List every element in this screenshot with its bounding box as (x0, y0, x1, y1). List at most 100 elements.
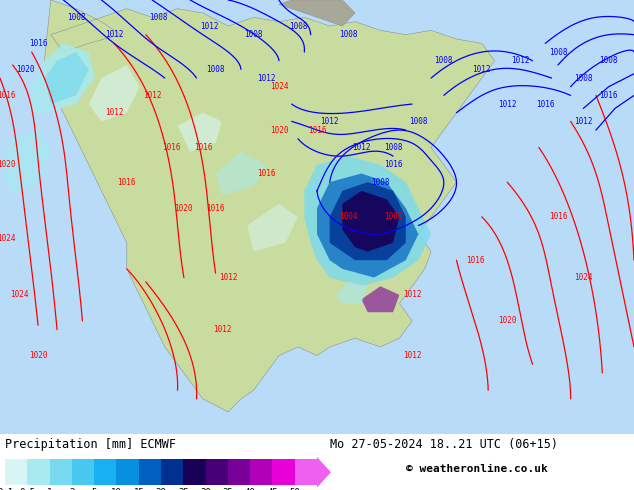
Text: 1012: 1012 (105, 30, 124, 39)
Text: 1016: 1016 (384, 160, 403, 169)
Polygon shape (336, 282, 368, 304)
Text: 1008: 1008 (206, 65, 225, 74)
Text: 1012: 1012 (403, 291, 422, 299)
Bar (117, 459, 139, 486)
Polygon shape (44, 0, 495, 412)
Text: 25: 25 (178, 489, 189, 490)
Bar (139, 459, 161, 486)
Text: 1016: 1016 (206, 204, 225, 213)
Text: 1016: 1016 (599, 91, 618, 100)
Text: 1012: 1012 (257, 74, 276, 82)
Text: 1020: 1020 (16, 65, 35, 74)
Text: 1012: 1012 (352, 143, 371, 152)
Bar (72, 459, 94, 486)
Bar (49, 459, 72, 486)
Text: 1012: 1012 (498, 99, 517, 109)
Text: 1024: 1024 (269, 82, 288, 91)
Text: 10: 10 (111, 489, 122, 490)
Text: 1008: 1008 (548, 48, 567, 56)
Text: 1012: 1012 (143, 91, 162, 100)
Bar (250, 459, 273, 486)
Text: 1016: 1016 (193, 143, 212, 152)
Text: 1012: 1012 (472, 65, 491, 74)
Text: 1012: 1012 (212, 325, 231, 334)
Polygon shape (32, 44, 95, 113)
Bar (27, 459, 49, 486)
Text: 1024: 1024 (574, 273, 593, 282)
Text: 1008: 1008 (599, 56, 618, 65)
Text: 1004: 1004 (339, 212, 358, 221)
Text: 1020: 1020 (0, 160, 16, 169)
Bar (94, 459, 117, 486)
Bar (5, 459, 27, 486)
Text: 1008: 1008 (409, 117, 428, 126)
Text: 35: 35 (223, 489, 233, 490)
Bar (228, 459, 250, 486)
Text: 1008: 1008 (371, 178, 390, 187)
Text: 0.1: 0.1 (0, 489, 13, 490)
Polygon shape (317, 173, 418, 277)
Polygon shape (44, 52, 89, 104)
Text: 1008: 1008 (339, 30, 358, 39)
Text: 1016: 1016 (466, 256, 485, 265)
Text: 1008: 1008 (67, 13, 86, 22)
Text: 1020: 1020 (174, 204, 193, 213)
Text: 1020: 1020 (498, 317, 517, 325)
Text: 1020: 1020 (29, 351, 48, 360)
Text: 1016: 1016 (307, 125, 327, 135)
Text: 1012: 1012 (574, 117, 593, 126)
Text: 1016: 1016 (536, 99, 555, 109)
Bar (205, 459, 228, 486)
Text: 40: 40 (245, 489, 256, 490)
Text: 30: 30 (200, 489, 211, 490)
Polygon shape (361, 286, 399, 312)
Text: 1008: 1008 (288, 22, 307, 30)
Text: Mo 27-05-2024 18..21 UTC (06+15): Mo 27-05-2024 18..21 UTC (06+15) (330, 438, 558, 451)
Bar (183, 459, 205, 486)
Text: 20: 20 (156, 489, 166, 490)
Text: 1016: 1016 (117, 178, 136, 187)
Text: 1024: 1024 (10, 291, 29, 299)
Polygon shape (330, 182, 406, 260)
Text: 1012: 1012 (403, 351, 422, 360)
Text: 50: 50 (289, 489, 300, 490)
Text: Precipitation [mm] ECMWF: Precipitation [mm] ECMWF (5, 438, 176, 451)
Polygon shape (304, 156, 431, 286)
Polygon shape (279, 0, 355, 26)
Text: 1012: 1012 (510, 56, 529, 65)
Text: 1000: 1000 (384, 212, 403, 221)
Polygon shape (216, 152, 266, 195)
Text: 5: 5 (91, 489, 97, 490)
Text: 1012: 1012 (200, 22, 219, 30)
Text: 1016: 1016 (0, 91, 16, 100)
Bar (295, 459, 317, 486)
Text: 0.5: 0.5 (19, 489, 36, 490)
Bar (273, 459, 295, 486)
Polygon shape (178, 113, 222, 152)
Text: 1: 1 (47, 489, 53, 490)
Polygon shape (0, 130, 51, 195)
Text: 1008: 1008 (244, 30, 263, 39)
Text: 15: 15 (133, 489, 144, 490)
Text: 1012: 1012 (320, 117, 339, 126)
Text: 1016: 1016 (548, 212, 567, 221)
FancyArrow shape (317, 457, 331, 488)
Text: 1024: 1024 (0, 234, 16, 243)
Polygon shape (247, 204, 298, 251)
Text: 45: 45 (267, 489, 278, 490)
Text: 1008: 1008 (574, 74, 593, 82)
Text: 1016: 1016 (257, 169, 276, 178)
Bar (161, 459, 183, 486)
Text: 1008: 1008 (434, 56, 453, 65)
Text: 1012: 1012 (105, 108, 124, 117)
Text: 2: 2 (69, 489, 75, 490)
Text: 1008: 1008 (149, 13, 168, 22)
Text: 1016: 1016 (162, 143, 181, 152)
Polygon shape (89, 65, 139, 122)
Text: © weatheronline.co.uk: © weatheronline.co.uk (406, 464, 548, 474)
Text: 1020: 1020 (269, 125, 288, 135)
Polygon shape (342, 191, 399, 251)
Text: 1016: 1016 (29, 39, 48, 48)
Text: 1012: 1012 (219, 273, 238, 282)
Text: 1008: 1008 (384, 143, 403, 152)
